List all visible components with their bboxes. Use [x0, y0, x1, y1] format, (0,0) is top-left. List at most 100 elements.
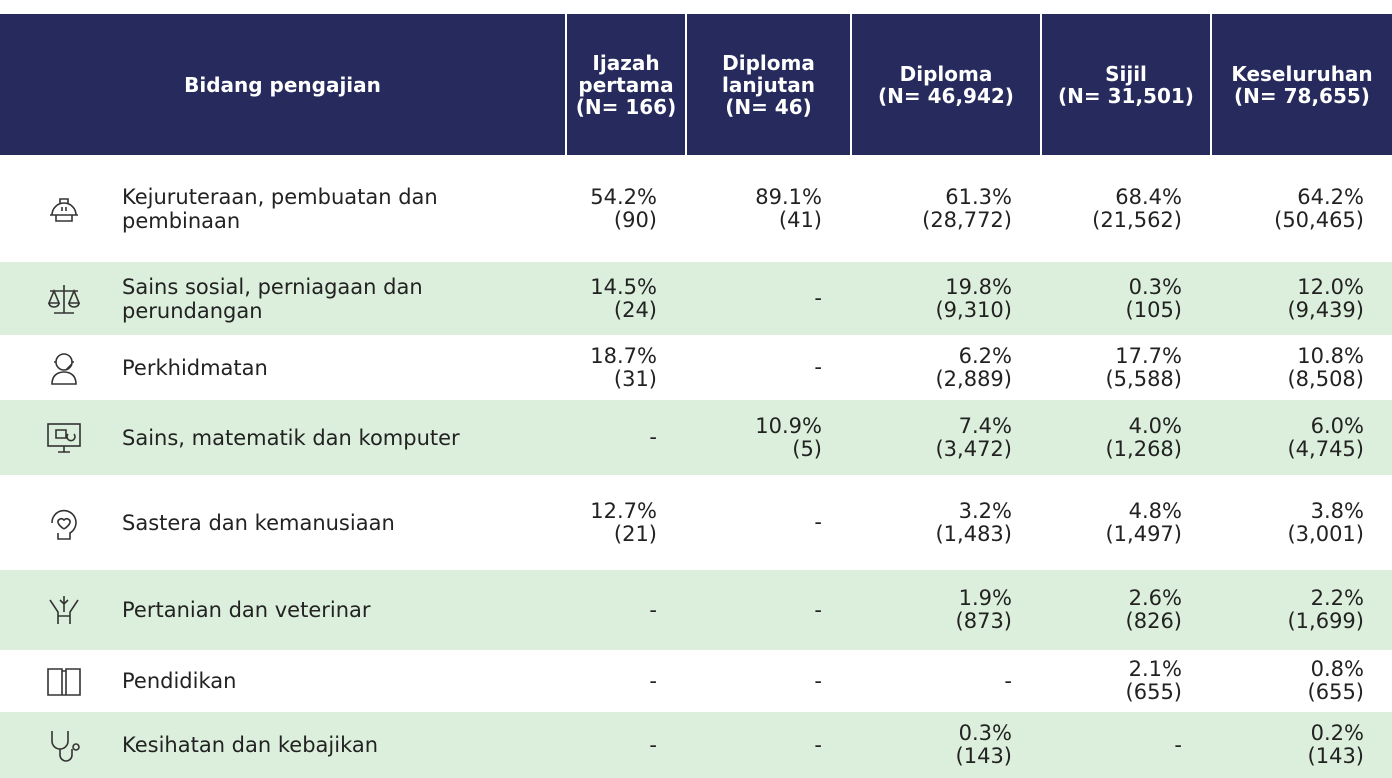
header-cell: Keseluruhan (N= 78,655) — [1210, 14, 1392, 155]
value-line: 12.7% — [590, 498, 657, 523]
value-line: 3.2% — [958, 498, 1012, 523]
value-cell: 89.1% (41) — [685, 155, 850, 262]
value-line: (1,699) — [1287, 609, 1364, 633]
row-icon — [51, 731, 80, 762]
value-cell: 10.9% (5) — [685, 400, 850, 475]
value-cell: - — [1040, 712, 1210, 778]
value-line: (4,745) — [1287, 436, 1364, 461]
value-line: (41) — [778, 207, 822, 232]
value-cell: 0.3% (105) — [1040, 262, 1210, 335]
value-cell: 18.7% (31) — [565, 335, 685, 400]
table-row: Pertanian dan veterinar - -1.9% (873) 2.6% (8… — [0, 570, 1392, 650]
value-cell: - — [685, 262, 850, 335]
value-line: (50,465) — [1274, 207, 1364, 232]
header-cell: Sijil (N= 31,501) — [1040, 14, 1210, 155]
value-empty: - — [814, 732, 822, 757]
header-line: (N= 31,501) — [1058, 83, 1194, 108]
header-cell: Diploma lanjutan (N= 46) — [685, 14, 850, 155]
value-cell: 0.2% (143) — [1210, 712, 1392, 778]
header-label: Bidang pengajian — [184, 72, 381, 97]
value-line: 18.7% — [590, 343, 657, 368]
value-cell: 61.3% (28,772) — [850, 155, 1040, 262]
value-line: 7.4% — [958, 413, 1012, 438]
header-line: Diploma — [899, 61, 993, 86]
value-cell: 0.8% (655) — [1210, 650, 1392, 712]
row-icon — [51, 352, 77, 385]
header-cell: Ijazah pertama (N= 166) — [565, 14, 685, 155]
value-line: (143) — [1307, 744, 1364, 768]
value-line: 2.2% — [1310, 586, 1364, 610]
value-line: 54.2% — [590, 184, 657, 209]
header-line: lanjutan — [722, 72, 815, 97]
value-line: 1.9% — [958, 586, 1012, 610]
value-cell: 12.7% (21) — [565, 475, 685, 570]
value-cell: - — [685, 475, 850, 570]
value-empty: - — [814, 510, 822, 534]
value-line: (8,508) — [1287, 366, 1364, 391]
value-line: 0.8% — [1310, 657, 1364, 681]
row-icon — [49, 596, 79, 624]
table-header: Bidang pengajian Ijazah pertama (N= 166) Dip… — [0, 14, 1392, 155]
value-cell: - — [850, 650, 1040, 712]
row-icon — [47, 422, 81, 453]
table-row: Kejuruteraan, pembuatan dan pembinaan 54.… — [0, 155, 1392, 262]
header-line: (N= 46,942) — [878, 83, 1014, 108]
row-label: Pertanian dan veterinar — [122, 598, 371, 622]
value-line: (9,439) — [1287, 297, 1364, 322]
value-cell: 0.3% (143) — [850, 712, 1040, 778]
value-line: 89.1% — [755, 184, 822, 209]
value-empty: - — [814, 668, 822, 693]
value-line: (1,497) — [1105, 521, 1182, 546]
value-line: 4.0% — [1128, 413, 1182, 438]
value-line: (2,889) — [935, 366, 1012, 391]
value-cell: 6.2% (2,889) — [850, 335, 1040, 400]
value-line: 17.7% — [1115, 343, 1182, 368]
value-cell: 64.2% (50,465) — [1210, 155, 1392, 262]
table-row: Sastera dan kemanusiaan 12.7% (21) -3.2% (1,… — [0, 475, 1392, 570]
value-line: (9,310) — [935, 297, 1012, 322]
header-line: Sijil — [1105, 61, 1147, 86]
value-line: (105) — [1125, 297, 1182, 322]
value-cell: 12.0% (9,439) — [1210, 262, 1392, 335]
value-line: (1,483) — [935, 521, 1012, 546]
value-cell: 10.8% (8,508) — [1210, 335, 1392, 400]
value-cell: 14.5% (24) — [565, 262, 685, 335]
value-line: (5) — [792, 436, 822, 461]
value-cell: 3.2% (1,483) — [850, 475, 1040, 570]
value-line: (655) — [1307, 680, 1364, 704]
value-empty: - — [814, 597, 822, 622]
row-icon — [51, 509, 77, 540]
value-line: (1,268) — [1105, 436, 1182, 461]
value-line: 6.2% — [958, 343, 1012, 368]
value-line: 10.9% — [755, 413, 822, 438]
value-empty: - — [1174, 732, 1182, 757]
value-cell: - — [565, 570, 685, 650]
value-line: (3,001) — [1287, 521, 1364, 546]
value-line: 4.8% — [1128, 498, 1182, 523]
value-empty: - — [814, 286, 822, 310]
value-cell: 17.7% (5,588) — [1040, 335, 1210, 400]
value-line: (655) — [1125, 680, 1182, 704]
row-label: Sains, matematik dan komputer — [122, 425, 460, 450]
value-cell: - — [565, 400, 685, 475]
value-cell: 4.0% (1,268) — [1040, 400, 1210, 475]
row-label: Kejuruteraan, pembuatan dan pembinaan — [122, 184, 438, 233]
row-icon — [47, 668, 81, 696]
table-row: Sains, matematik dan komputer -10.9% (5) 7.… — [0, 400, 1392, 475]
header-cell: Diploma (N= 46,942) — [850, 14, 1040, 155]
value-cell: 4.8% (1,497) — [1040, 475, 1210, 570]
row-label: Pendidikan — [122, 669, 237, 693]
value-line: 19.8% — [945, 274, 1012, 299]
value-line: (5,588) — [1105, 366, 1182, 391]
value-line: 0.3% — [958, 721, 1012, 745]
row-label: Sastera dan kemanusiaan — [122, 510, 395, 535]
row-label: Kesihatan dan kebajikan — [122, 733, 379, 757]
value-empty: - — [1004, 668, 1012, 693]
header-line: (N= 46) — [725, 94, 812, 119]
value-line: (826) — [1125, 609, 1182, 633]
value-cell: 19.8% (9,310) — [850, 262, 1040, 335]
value-cell: 6.0% (4,745) — [1210, 400, 1392, 475]
value-line: (21) — [613, 521, 657, 546]
value-line: (31) — [613, 366, 657, 391]
